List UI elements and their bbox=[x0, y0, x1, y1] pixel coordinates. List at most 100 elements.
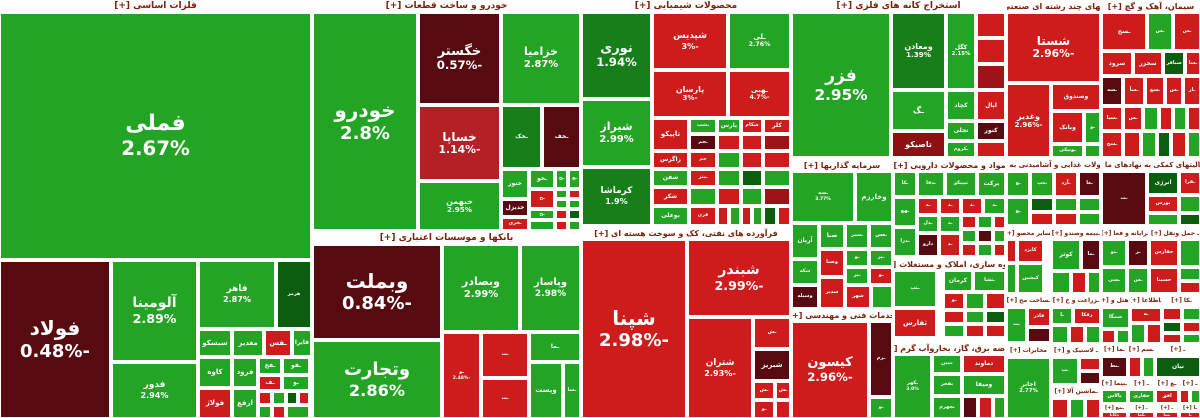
stock-tile[interactable]: وخارزم bbox=[856, 172, 892, 222]
stock-tile[interactable] bbox=[986, 311, 1005, 323]
stock-tile[interactable] bbox=[994, 244, 1005, 256]
stock-tile[interactable]: شیراز 2.99% bbox=[582, 100, 651, 166]
stock-tile[interactable]: بوعلی bbox=[653, 207, 688, 225]
sector-header[interactable]: سرمایه گذاریها [+] bbox=[792, 159, 892, 172]
sector-header[interactable]: ـساخت مح [+] bbox=[1007, 295, 1050, 306]
stock-tile[interactable]: کاوه bbox=[199, 358, 231, 387]
sector-header[interactable]: ـرایانه و فعا [+] bbox=[1102, 227, 1148, 240]
stock-tile[interactable] bbox=[1052, 399, 1068, 418]
stock-tile[interactable]: حفارس bbox=[1150, 240, 1178, 266]
stock-tile[interactable] bbox=[1188, 132, 1200, 157]
stock-tile[interactable] bbox=[977, 39, 1005, 63]
stock-tile[interactable]: کوثر bbox=[1052, 240, 1080, 270]
stock-tile[interactable] bbox=[962, 216, 976, 228]
stock-tile[interactable]: ـدل bbox=[918, 216, 938, 232]
stock-tile[interactable]: ـع bbox=[569, 170, 580, 188]
stock-tile[interactable] bbox=[1148, 214, 1178, 225]
stock-tile[interactable]: پارسان -3% bbox=[653, 71, 727, 117]
sector-header[interactable]: ـ [+] bbox=[1156, 405, 1178, 412]
stock-tile[interactable]: رفکا bbox=[1074, 308, 1100, 324]
stock-tile[interactable] bbox=[962, 244, 976, 256]
stock-tile[interactable]: اپال bbox=[977, 91, 1005, 120]
stock-tile[interactable] bbox=[776, 401, 790, 418]
stock-tile[interactable] bbox=[994, 397, 1005, 418]
stock-tile[interactable]: ـخری bbox=[502, 218, 528, 230]
stock-tile[interactable] bbox=[1163, 308, 1181, 320]
stock-tile[interactable]: ـبر bbox=[846, 268, 868, 284]
stock-tile[interactable] bbox=[556, 210, 567, 219]
stock-tile[interactable]: وصنا bbox=[820, 250, 844, 276]
stock-tile[interactable]: ـرم bbox=[870, 322, 892, 396]
stock-tile[interactable]: ـعس bbox=[870, 224, 892, 248]
stock-tile[interactable] bbox=[1183, 334, 1200, 343]
sector-header[interactable]: ـما [+] bbox=[1102, 345, 1127, 355]
stock-tile[interactable]: ـسا bbox=[1156, 412, 1178, 418]
stock-tile[interactable]: ـخ bbox=[530, 190, 554, 208]
stock-tile[interactable] bbox=[569, 190, 580, 198]
stock-tile[interactable]: ـدقا bbox=[918, 172, 944, 196]
stock-tile[interactable]: سدیر bbox=[820, 278, 844, 308]
stock-tile[interactable]: سیسکو bbox=[199, 330, 231, 356]
stock-tile[interactable]: فرود bbox=[233, 358, 257, 387]
stock-tile[interactable] bbox=[1183, 308, 1200, 320]
stock-tile[interactable]: ـت bbox=[1102, 172, 1146, 225]
stock-tile[interactable]: ـسا bbox=[1186, 52, 1200, 75]
stock-tile[interactable]: ـو bbox=[870, 398, 892, 418]
stock-tile[interactable]: ـسیا bbox=[1102, 107, 1122, 130]
stock-tile[interactable]: ـخک bbox=[502, 106, 541, 168]
stock-tile[interactable]: خزامیا 2.87% bbox=[502, 13, 580, 104]
stock-tile[interactable]: ـکهر 3.0% bbox=[894, 355, 931, 418]
stock-tile[interactable]: ـدزا bbox=[894, 228, 916, 256]
stock-tile[interactable] bbox=[1080, 372, 1100, 384]
stock-tile[interactable]: ـغ bbox=[1007, 198, 1029, 225]
stock-tile[interactable]: شکر bbox=[653, 188, 688, 205]
stock-tile[interactable]: ومعادن 1.39% bbox=[892, 13, 945, 89]
stock-tile[interactable]: فاذر bbox=[1028, 308, 1050, 326]
stock-tile[interactable]: خبهمن 2.95% bbox=[419, 182, 500, 230]
stock-tile[interactable]: ـه bbox=[1131, 308, 1161, 322]
sector-header[interactable]: ـمع [+] bbox=[1102, 405, 1127, 412]
stock-tile[interactable]: آلومینا 2.89% bbox=[112, 261, 197, 361]
sector-header[interactable]: خودرو و ساخت قطعات [+] bbox=[313, 0, 580, 13]
stock-tile[interactable] bbox=[1147, 324, 1161, 343]
stock-tile[interactable] bbox=[718, 135, 740, 150]
stock-tile[interactable]: ثفارس bbox=[894, 309, 936, 337]
sector-header[interactable]: ـ حمل ونقل [+] bbox=[1150, 227, 1200, 240]
stock-tile[interactable]: تیپیکو bbox=[946, 172, 976, 196]
stock-tile[interactable] bbox=[1160, 107, 1172, 130]
stock-tile[interactable] bbox=[778, 207, 790, 225]
stock-tile[interactable]: ـش bbox=[754, 382, 774, 399]
stock-tile[interactable]: وبانک bbox=[1052, 112, 1083, 143]
sector-header[interactable]: سیمان، آهک و گچ [+] bbox=[1102, 0, 1200, 13]
stock-tile[interactable] bbox=[994, 230, 1005, 242]
stock-tile[interactable]: ـت bbox=[1007, 308, 1026, 342]
stock-tile[interactable] bbox=[1079, 198, 1100, 211]
stock-tile[interactable]: ـسی bbox=[1102, 268, 1126, 293]
stock-tile[interactable] bbox=[569, 200, 580, 208]
stock-tile[interactable] bbox=[530, 221, 554, 230]
stock-tile[interactable]: افق bbox=[1156, 390, 1178, 403]
stock-tile[interactable]: شهر bbox=[846, 286, 870, 308]
stock-tile[interactable]: زاگرس bbox=[653, 152, 688, 168]
stock-tile[interactable]: ـو bbox=[283, 376, 309, 390]
sector-header[interactable]: ـکا [+] bbox=[1163, 295, 1200, 306]
stock-tile[interactable]: کایزد bbox=[1018, 240, 1043, 262]
stock-tile[interactable]: فزر 2.95% bbox=[792, 13, 890, 157]
stock-tile[interactable]: ـکروم bbox=[947, 142, 975, 157]
stock-tile[interactable]: ـسج bbox=[1102, 13, 1146, 50]
stock-tile[interactable] bbox=[1028, 328, 1050, 342]
stock-tile[interactable] bbox=[730, 207, 740, 225]
stock-tile[interactable] bbox=[1072, 272, 1086, 293]
stock-tile[interactable] bbox=[1117, 330, 1129, 343]
stock-tile[interactable] bbox=[978, 244, 992, 256]
stock-tile[interactable]: وبصادر 2.99% bbox=[443, 245, 519, 331]
stock-tile[interactable]: ـونیکی bbox=[1052, 145, 1083, 157]
sector-header[interactable]: انبوه سازی، املاک و مستغلات [+] bbox=[894, 258, 1005, 271]
stock-tile[interactable]: ـا bbox=[1052, 308, 1072, 324]
stock-tile[interactable]: فملی 2.67% bbox=[0, 13, 311, 259]
stock-tile[interactable]: ـخو bbox=[530, 170, 554, 188]
stock-tile[interactable]: ـو bbox=[754, 401, 774, 418]
stock-tile[interactable]: ـد bbox=[962, 198, 982, 214]
stock-tile[interactable]: حسینا bbox=[1150, 268, 1178, 293]
stock-tile[interactable]: خساپا -1.14% bbox=[419, 106, 500, 180]
